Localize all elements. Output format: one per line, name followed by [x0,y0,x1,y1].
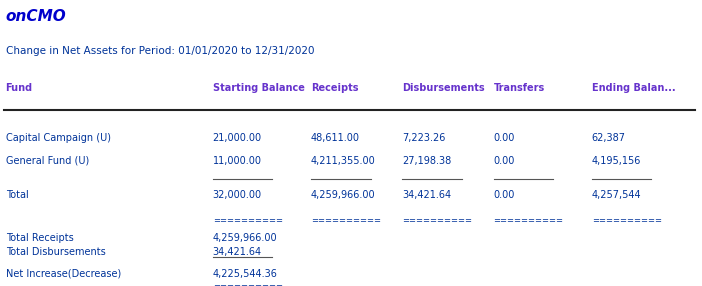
Text: 4,211,355.00: 4,211,355.00 [311,156,376,166]
Text: 34,421.64: 34,421.64 [402,190,451,200]
Text: Change in Net Assets for Period: 01/01/2020 to 12/31/2020: Change in Net Assets for Period: 01/01/2… [6,46,314,56]
Text: ==========: ========== [402,216,472,225]
Text: 0.00: 0.00 [494,133,515,143]
Text: Starting Balance: Starting Balance [213,83,305,93]
Text: 34,421.64: 34,421.64 [213,247,262,257]
Text: 62,387: 62,387 [592,133,625,143]
Text: 4,195,156: 4,195,156 [592,156,641,166]
Text: 0.00: 0.00 [494,190,515,200]
Text: Net Increase(Decrease): Net Increase(Decrease) [6,269,121,279]
Text: Ending Balan...: Ending Balan... [592,83,675,93]
Text: 27,198.38: 27,198.38 [402,156,451,166]
Text: 4,225,544.36: 4,225,544.36 [213,269,277,279]
Text: Disbursements: Disbursements [402,83,485,93]
Text: ==========: ========== [592,216,662,225]
Text: 32,000.00: 32,000.00 [213,190,262,200]
Text: 7,223.26: 7,223.26 [402,133,446,143]
Text: ==========: ========== [213,216,283,225]
Text: ==========: ========== [494,216,564,225]
Text: 4,259,966.00: 4,259,966.00 [213,233,277,243]
Text: General Fund (U): General Fund (U) [6,156,89,166]
Text: 48,611.00: 48,611.00 [311,133,360,143]
Text: 11,000.00: 11,000.00 [213,156,262,166]
Text: ==========: ========== [213,282,283,286]
Text: Total Disbursements: Total Disbursements [6,247,105,257]
Text: onCMO: onCMO [6,9,67,23]
Text: Total Receipts: Total Receipts [6,233,74,243]
Text: 4,257,544: 4,257,544 [592,190,642,200]
Text: Capital Campaign (U): Capital Campaign (U) [6,133,111,143]
Text: 21,000.00: 21,000.00 [213,133,262,143]
Text: Receipts: Receipts [311,83,359,93]
Text: Transfers: Transfers [494,83,545,93]
Text: ==========: ========== [311,216,381,225]
Text: 4,259,966.00: 4,259,966.00 [311,190,376,200]
Text: Total: Total [6,190,28,200]
Text: Fund: Fund [6,83,33,93]
Text: 0.00: 0.00 [494,156,515,166]
